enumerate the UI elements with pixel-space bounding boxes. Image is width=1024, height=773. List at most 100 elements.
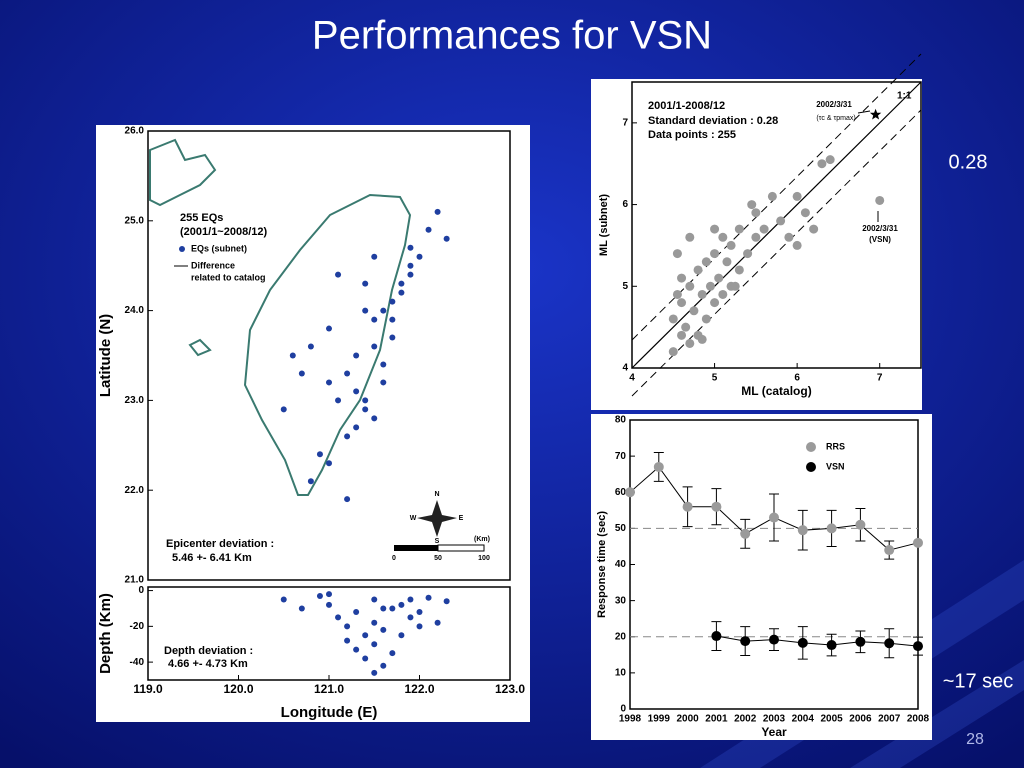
point [389,316,396,323]
point [335,397,342,404]
point [685,281,695,291]
point [298,605,305,612]
x-tick-label: 119.0 [133,682,163,696]
point [884,545,895,556]
point [362,397,369,404]
one-to-one [631,81,922,369]
point [371,343,378,350]
point [913,537,923,548]
point [353,646,360,653]
point [398,280,405,287]
point [730,281,740,291]
coast-taiwan [243,193,412,496]
x-tick-label: 122.0 [404,682,434,696]
point [289,352,296,359]
y-tick-label: 24.0 [125,305,145,316]
x-tick-label: 5 [712,373,718,384]
point [701,314,711,324]
side-note: ~17 sec [943,670,1014,692]
point [371,253,378,260]
annotation: Data points : 255 [648,129,736,141]
point [722,257,732,267]
point [697,289,707,299]
y-axis-label: Depth (Km) [97,593,114,674]
label: 0 [392,555,396,562]
point [389,650,396,657]
point [407,244,414,251]
point [344,623,351,630]
point [316,592,323,599]
coast-china [149,138,217,207]
point [697,334,707,344]
point [751,232,761,242]
annotation: 2001/1-2008/12 [648,100,725,112]
annotation: 2002/3/31 [816,100,852,109]
x-tick-label: 2002 [734,714,757,725]
point [677,273,687,283]
annotation: 1:1 [897,91,912,102]
y-axis-label: Latitude (N) [97,314,114,397]
arrow [857,110,871,114]
point [797,525,808,536]
point [825,155,835,165]
label: W [410,515,417,522]
y-tick-label: 10 [615,668,627,679]
side-note: 0.28 [949,151,988,173]
point [826,640,837,651]
y-tick-label: 60 [615,487,627,498]
point [817,159,827,169]
point [711,631,722,642]
point [726,240,736,250]
point [792,240,802,250]
label: E [459,515,464,522]
point [740,528,751,539]
point [362,632,369,639]
point [743,249,753,259]
point [371,596,378,603]
point [380,662,387,669]
point [362,406,369,413]
point [653,461,664,472]
point [797,637,808,648]
plot-frame [147,130,511,581]
point [776,216,786,226]
y-tick-label: 70 [615,451,627,462]
point [389,334,396,341]
point [668,347,678,357]
point [718,289,728,299]
point [759,224,769,234]
x-tick-label: 121.0 [314,682,344,696]
point [280,596,287,603]
point [734,224,744,234]
point [884,638,895,649]
y-tick-label: 21.0 [125,575,145,586]
label: (2001/1~2008/12) [180,226,267,238]
compass [417,500,457,537]
y-tick-label: 26.0 [125,126,145,137]
y-tick-label: 40 [615,559,627,570]
guide [631,109,922,397]
point [714,273,724,283]
x-tick-label: 4 [629,373,635,384]
legend-label: VSN [826,461,845,471]
y-tick-label: 80 [615,415,627,426]
point [380,605,387,612]
legend-swatch [806,442,816,452]
label: S [435,538,440,545]
point [416,609,423,616]
x-tick-label: 2001 [705,714,728,725]
point [380,379,387,386]
x-tick-label: 2005 [820,714,843,725]
point [855,519,866,530]
y-tick-label: -40 [130,657,145,668]
point [693,265,703,275]
point [769,634,779,645]
point [353,388,360,395]
x-tick-label: 120.0 [223,682,253,696]
label: 50 [434,555,442,562]
point [711,501,722,512]
annotation: Epicenter deviation : [166,538,274,550]
point [747,200,757,210]
point [371,619,378,626]
y-axis-label: ML (subnet) [598,194,610,256]
